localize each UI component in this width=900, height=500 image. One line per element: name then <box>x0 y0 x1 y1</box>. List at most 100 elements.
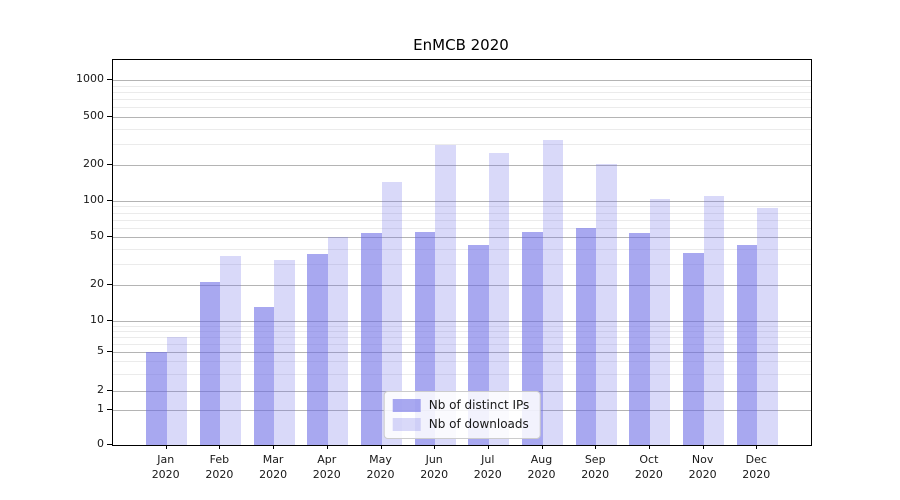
y-tick-mark-2 <box>107 390 112 391</box>
bar-nb-of-downloads-feb-2020 <box>220 255 241 445</box>
x-tick-label-jul-2020: Jul 2020 <box>473 453 502 481</box>
y-tick-label-200: 200 <box>83 157 104 170</box>
x-tick-label-feb-2020: Feb 2020 <box>205 453 234 481</box>
x-tick-label-may-2020: May 2020 <box>366 453 395 481</box>
legend-swatch-distinct-ips <box>392 399 421 412</box>
x-tick-label-jun-2020: Jun 2020 <box>420 453 449 481</box>
legend-item-downloads: Nb of downloads <box>392 417 530 432</box>
y-tick-label-5: 5 <box>97 344 104 357</box>
gridline-major-200 <box>113 164 811 166</box>
y-axis-tick-labels: 0 1 2 5 10 20 50 100 200 500 1000 <box>0 59 104 450</box>
bar-nb-of-distinct-ips-mar-2020 <box>253 307 275 445</box>
bar-nb-of-downloads-apr-2020 <box>327 237 349 445</box>
gridline-minor-7 <box>113 336 811 338</box>
bar-nb-of-distinct-ips-nov-2020 <box>683 252 704 445</box>
bar-nb-of-downloads-oct-2020 <box>649 198 671 445</box>
x-tick-mark-nov-2020 <box>702 445 704 449</box>
bar-nb-of-distinct-ips-apr-2020 <box>307 254 328 445</box>
gridline-minor-80 <box>113 212 811 214</box>
x-tick-label-jan-2020: Jan 2020 <box>151 453 180 481</box>
gridline-minor-600 <box>113 106 811 108</box>
bar-nb-of-distinct-ips-feb-2020 <box>199 282 221 445</box>
x-tick-mark-apr-2020 <box>326 445 328 449</box>
x-tick-label-aug-2020: Aug 2020 <box>527 453 556 481</box>
bar-nb-of-downloads-dec-2020 <box>757 207 778 445</box>
bar-nb-of-distinct-ips-sep-2020 <box>575 227 597 445</box>
x-tick-label-apr-2020: Apr 2020 <box>312 453 341 481</box>
legend-item-distinct-ips: Nb of distinct IPs <box>392 398 530 413</box>
y-tick-label-10: 10 <box>90 313 104 326</box>
y-tick-label-500: 500 <box>83 109 104 122</box>
y-tick-mark-500 <box>107 116 112 117</box>
gridline-minor-70 <box>113 219 811 221</box>
bars-layer <box>113 60 811 445</box>
bar-nb-of-downloads-may-2020 <box>381 181 402 445</box>
bar-nb-of-distinct-ips-oct-2020 <box>629 233 650 445</box>
x-tick-mark-dec-2020 <box>756 445 758 449</box>
gridline-minor-700 <box>113 98 811 100</box>
x-tick-label-nov-2020: Nov 2020 <box>688 453 717 481</box>
bar-nb-of-downloads-jun-2020 <box>435 144 456 445</box>
gridline-minor-9 <box>113 325 811 327</box>
bar-nb-of-distinct-ips-jan-2020 <box>146 352 167 445</box>
y-tick-mark-20 <box>107 284 112 285</box>
plot-area: Nb of distinct IPs Nb of downloads <box>112 59 812 446</box>
x-tick-label-oct-2020: Oct 2020 <box>634 453 663 481</box>
x-tick-mark-jan-2020 <box>165 445 167 449</box>
gridline-minor-8 <box>113 330 811 332</box>
bar-nb-of-downloads-aug-2020 <box>542 139 563 445</box>
x-tick-label-dec-2020: Dec 2020 <box>742 453 771 481</box>
y-tick-label-20: 20 <box>90 277 104 290</box>
y-tick-label-1: 1 <box>97 402 104 415</box>
legend-swatch-downloads <box>392 418 421 431</box>
y-tick-label-100: 100 <box>83 193 104 206</box>
x-tick-mark-jun-2020 <box>434 445 436 449</box>
y-tick-label-2: 2 <box>97 383 104 396</box>
gridline-minor-4 <box>113 360 811 362</box>
bar-nb-of-downloads-nov-2020 <box>703 196 725 445</box>
legend-label-distinct-ips: Nb of distinct IPs <box>428 398 530 412</box>
bar-nb-of-distinct-ips-dec-2020 <box>736 244 758 445</box>
gridline-major-100 <box>113 200 811 202</box>
gridline-major-1000 <box>113 79 811 81</box>
x-tick-mark-jul-2020 <box>487 445 489 449</box>
gridline-minor-400 <box>113 128 811 130</box>
legend: Nb of distinct IPs Nb of downloads <box>383 391 541 439</box>
gridline-minor-800 <box>113 91 811 93</box>
bar-nb-of-distinct-ips-may-2020 <box>361 233 382 445</box>
gridline-major-50 <box>113 236 811 238</box>
gridline-minor-60 <box>113 227 811 229</box>
y-tick-label-1000: 1000 <box>76 72 104 85</box>
x-tick-mark-feb-2020 <box>219 445 221 449</box>
bar-nb-of-downloads-jul-2020 <box>488 153 510 445</box>
x-tick-mark-oct-2020 <box>648 445 650 449</box>
gridline-minor-30 <box>113 263 811 265</box>
x-tick-label-mar-2020: Mar 2020 <box>259 453 288 481</box>
legend-label-downloads: Nb of downloads <box>428 417 529 431</box>
bar-nb-of-downloads-sep-2020 <box>596 163 617 445</box>
y-tick-mark-10 <box>107 320 112 321</box>
y-tick-mark-1 <box>107 409 112 410</box>
gridline-minor-40 <box>113 248 811 250</box>
x-tick-mark-mar-2020 <box>273 445 275 449</box>
y-tick-mark-100 <box>107 200 112 201</box>
chart-title: EnMCB 2020 <box>413 36 509 54</box>
gridline-major-10 <box>113 320 811 322</box>
gridline-major-5 <box>113 351 811 353</box>
y-tick-mark-50 <box>107 236 112 237</box>
y-tick-label-0: 0 <box>97 437 104 450</box>
gridline-major-20 <box>113 284 811 286</box>
gridline-minor-300 <box>113 143 811 145</box>
y-tick-mark-0 <box>107 444 112 445</box>
bar-nb-of-downloads-mar-2020 <box>274 260 295 445</box>
bar-nb-of-downloads-jan-2020 <box>166 337 188 445</box>
x-tick-mark-aug-2020 <box>541 445 543 449</box>
x-tick-label-sep-2020: Sep 2020 <box>581 453 610 481</box>
gridline-minor-900 <box>113 85 811 87</box>
y-tick-label-50: 50 <box>90 229 104 242</box>
gridline-minor-3 <box>113 373 811 375</box>
gridline-minor-90 <box>113 205 811 207</box>
y-tick-mark-5 <box>107 351 112 352</box>
x-tick-mark-sep-2020 <box>595 445 597 449</box>
